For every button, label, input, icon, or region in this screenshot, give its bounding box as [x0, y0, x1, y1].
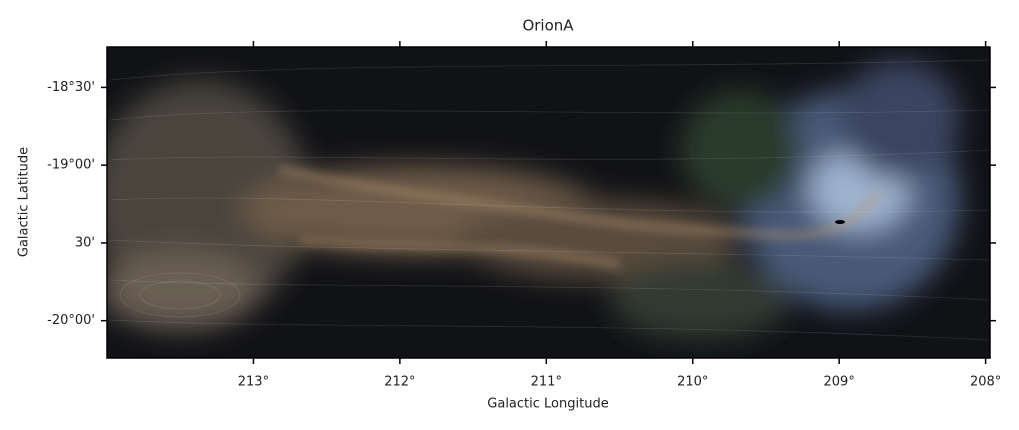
- x-axis-label: Galactic Longitude: [487, 397, 608, 412]
- plot-frame: [106, 46, 991, 359]
- y-tick-label: 30': [75, 235, 95, 250]
- x-tick-label: 211°: [531, 375, 562, 390]
- y-axis-label: Galactic Latitude: [17, 147, 32, 257]
- dark-spot: [835, 220, 845, 224]
- x-tick-label: 212°: [384, 375, 415, 390]
- chart-title: OrionA: [522, 17, 574, 35]
- sky-image: [107, 47, 990, 358]
- x-tick-label: 210°: [677, 375, 708, 390]
- x-tick-label: 213°: [238, 375, 269, 390]
- y-tick-label: -20°00': [47, 313, 95, 328]
- x-tick-label: 209°: [824, 375, 855, 390]
- y-tick-label: -19°00': [47, 158, 95, 173]
- x-tick-label: 208°: [970, 375, 1001, 390]
- y-tick-label: -18°30': [47, 80, 95, 95]
